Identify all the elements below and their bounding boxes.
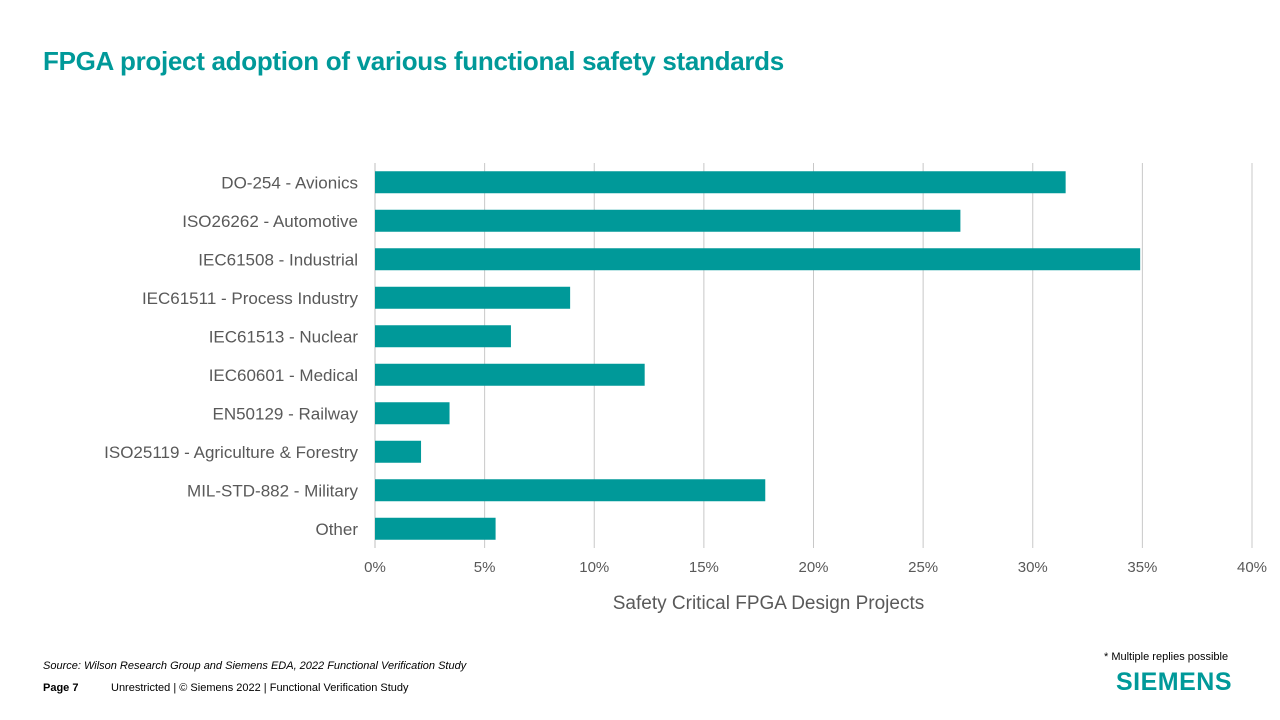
y-category-label: ISO26262 - Automotive	[182, 212, 358, 231]
bar	[375, 248, 1141, 271]
x-tick-label: 10%	[579, 559, 609, 576]
bar	[375, 209, 961, 232]
bar	[375, 479, 766, 502]
x-tick-label: 35%	[1127, 559, 1157, 576]
page-number: Page 7	[43, 682, 79, 694]
y-category-label: EN50129 - Railway	[212, 404, 358, 423]
bar	[375, 286, 571, 309]
slide-title: FPGA project adoption of various functio…	[43, 46, 784, 76]
bar	[375, 325, 511, 348]
x-tick-label: 25%	[908, 559, 938, 576]
y-category-label: ISO25119 - Agriculture & Forestry	[104, 443, 358, 462]
bar	[375, 440, 422, 463]
x-tick-label: 30%	[1018, 559, 1048, 576]
y-category-label: MIL-STD-882 - Military	[187, 481, 358, 500]
bar	[375, 517, 496, 540]
bar	[375, 363, 645, 386]
footer-text: Unrestricted | © Siemens 2022 | Function…	[111, 682, 409, 694]
y-category-label: IEC61508 - Industrial	[198, 250, 358, 269]
bar	[375, 402, 450, 425]
y-category-label: Other	[315, 520, 358, 539]
x-tick-label: 40%	[1237, 559, 1267, 576]
bar	[375, 171, 1066, 194]
x-tick-label: 5%	[474, 559, 496, 576]
x-tick-label: 15%	[689, 559, 719, 576]
x-tick-label: 20%	[798, 559, 828, 576]
siemens-logo: SIEMENS	[1116, 668, 1233, 696]
y-category-label: IEC61513 - Nuclear	[209, 327, 359, 346]
y-category-label: IEC60601 - Medical	[209, 366, 358, 385]
x-axis-title: Safety Critical FPGA Design Projects	[613, 593, 925, 614]
source-note: Source: Wilson Research Group and Siemen…	[43, 660, 467, 672]
multiple-replies-note: * Multiple replies possible	[1104, 651, 1229, 663]
y-category-label: IEC61511 - Process Industry	[142, 289, 359, 308]
y-category-label: DO-254 - Avionics	[221, 173, 358, 192]
x-tick-label: 0%	[364, 559, 386, 576]
